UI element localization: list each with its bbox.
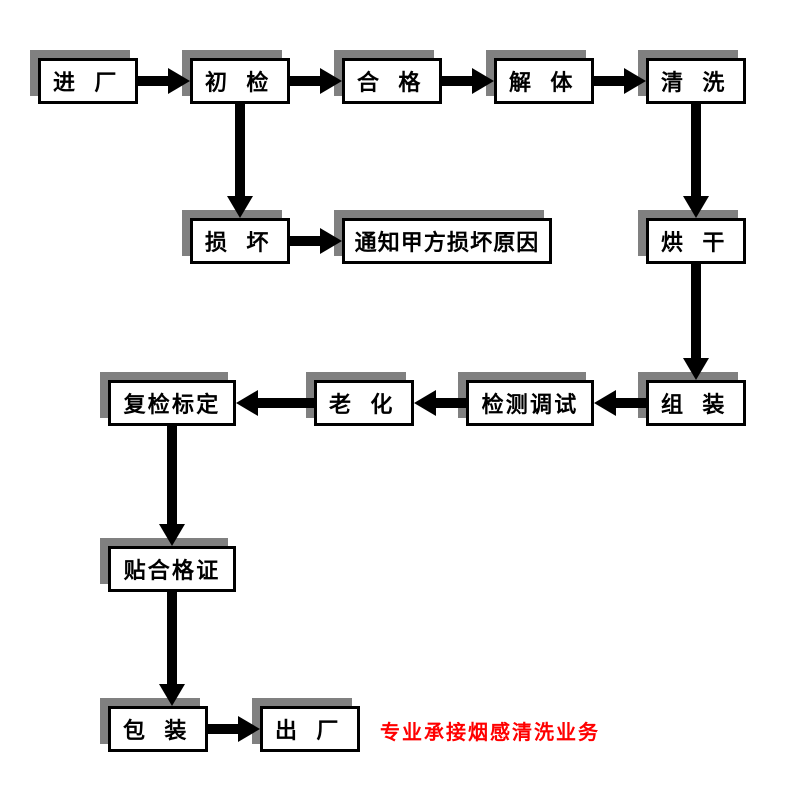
- node-label: 检测调试: [466, 380, 594, 426]
- node-label: 贴合格证: [108, 546, 236, 592]
- node-chujian: 初 检: [190, 58, 290, 104]
- node-qingxi: 清 洗: [646, 58, 746, 104]
- node-label: 损 坏: [190, 218, 290, 264]
- node-label: 包 装: [108, 706, 208, 752]
- node-fujian: 复检标定: [108, 380, 236, 426]
- node-label: 清 洗: [646, 58, 746, 104]
- node-label: 初 检: [190, 58, 290, 104]
- node-chuchang: 出 厂: [260, 706, 360, 752]
- node-label: 组 装: [646, 380, 746, 426]
- footer-caption: 专业承接烟感清洗业务: [380, 716, 600, 745]
- node-jinchang: 进 厂: [38, 58, 138, 104]
- node-tongzhi: 通知甲方损坏原因: [342, 218, 552, 264]
- node-sunhuai: 损 坏: [190, 218, 290, 264]
- node-tiehege: 贴合格证: [108, 546, 236, 592]
- node-label: 解 体: [494, 58, 594, 104]
- node-label: 通知甲方损坏原因: [342, 218, 552, 264]
- node-label: 合 格: [342, 58, 442, 104]
- node-jieti: 解 体: [494, 58, 594, 104]
- node-label: 老 化: [314, 380, 414, 426]
- node-baozhuang: 包 装: [108, 706, 208, 752]
- node-label: 烘 干: [646, 218, 746, 264]
- node-zuzhuang: 组 装: [646, 380, 746, 426]
- node-hege: 合 格: [342, 58, 442, 104]
- node-label: 出 厂: [260, 706, 360, 752]
- node-label: 进 厂: [38, 58, 138, 104]
- node-laohua: 老 化: [314, 380, 414, 426]
- node-label: 复检标定: [108, 380, 236, 426]
- node-honggan: 烘 干: [646, 218, 746, 264]
- node-jiance: 检测调试: [466, 380, 594, 426]
